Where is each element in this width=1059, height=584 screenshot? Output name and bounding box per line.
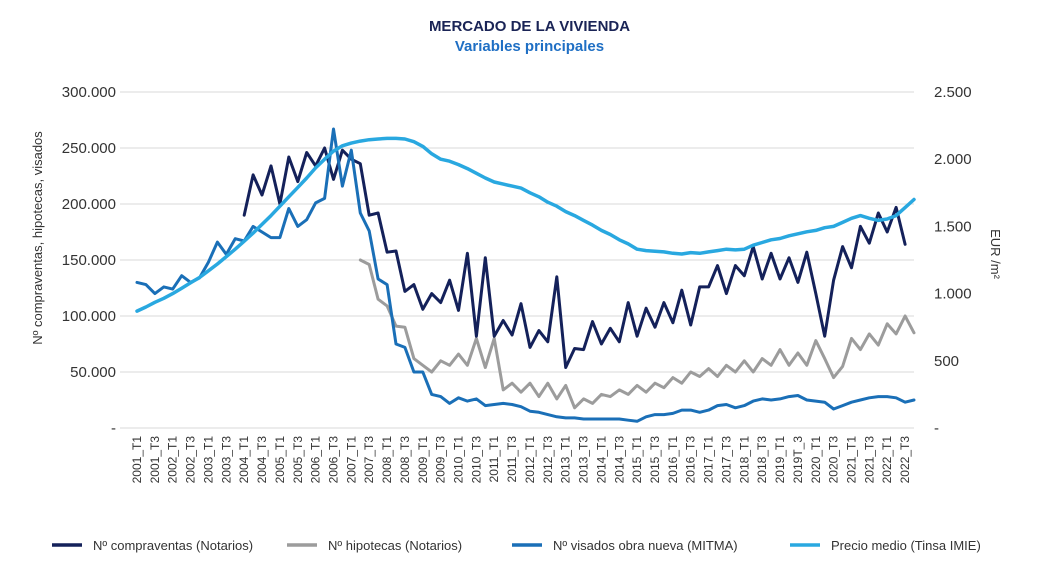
x-tick-label: 2001_T1 — [130, 436, 144, 484]
right-axis: - 500 1.000 1.500 2.000 2.500 — [934, 84, 972, 437]
legend-label: Precio medio (Tinsa IMIE) — [831, 538, 981, 553]
x-tick-label: 2006_T1 — [309, 436, 323, 484]
x-tick-label: 2009_T3 — [434, 436, 448, 484]
y2-axis-label: EUR /m² — [988, 229, 1003, 280]
x-tick-label: 2007_T3 — [362, 436, 376, 484]
x-tick-label: 2022_T3 — [898, 436, 912, 484]
x-tick-label: 2011_T3 — [505, 436, 519, 483]
chart-title: MERCADO DE LA VIVIENDA — [428, 18, 631, 35]
x-tick-label: 2006_T3 — [326, 436, 340, 484]
y2-tick-label: 2.000 — [934, 151, 972, 168]
x-tick-label: 2014_T3 — [612, 436, 626, 484]
x-tick-label: 2008_T1 — [380, 436, 394, 484]
x-tick-label: 2019T_3 — [791, 436, 805, 484]
x-tick-label: 2001_T3 — [148, 436, 162, 484]
y-tick-label: 150.000 — [62, 252, 116, 269]
x-tick-label: 2003_T1 — [201, 436, 215, 484]
x-tick-label: 2020_T1 — [809, 436, 823, 484]
x-tick-label: 2004_T1 — [237, 436, 251, 484]
y2-tick-label: - — [934, 420, 939, 437]
y2-tick-label: 2.500 — [934, 84, 972, 101]
x-tick-label: 2018_T3 — [755, 436, 769, 484]
y-tick-label: 250.000 — [62, 140, 116, 157]
left-axis: - 50.000 100.000 150.000 200.000 250.000 300.0… — [62, 84, 116, 437]
y2-tick-label: 500 — [934, 353, 959, 370]
y2-tick-label: 1.500 — [934, 218, 972, 235]
chart-subtitle: Variables principales — [454, 38, 605, 55]
y-tick-label: 300.000 — [62, 84, 116, 101]
y-tick-label: - — [111, 420, 116, 437]
x-tick-label: 2013_T3 — [577, 436, 591, 484]
y-axis-label: Nº compraventas, hipotecas, visados — [30, 131, 45, 345]
x-tick-label: 2004_T3 — [255, 436, 269, 484]
x-tick-label: 2016_T1 — [666, 436, 680, 484]
x-axis: 2001_T1 2001_T3 2002_T1 2002_T3 2003_T1 2003_… — [130, 436, 912, 484]
x-tick-label: 2021_T1 — [844, 436, 858, 484]
legend-label: Nº compraventas (Notarios) — [93, 538, 253, 553]
x-tick-label: 2017_T3 — [719, 436, 733, 484]
legend: Nº compraventas (Notarios) Nº hipotecas (… — [52, 538, 981, 553]
x-tick-label: 2005_T3 — [291, 436, 305, 484]
legend-label: Nº visados obra nueva (MITMA) — [553, 538, 738, 553]
x-tick-label: 2003_T3 — [219, 436, 233, 484]
y2-tick-label: 1.000 — [934, 286, 972, 303]
series-line-4 — [135, 136, 916, 313]
x-tick-label: 2018_T1 — [737, 436, 751, 484]
grid-lines — [120, 91, 914, 429]
x-tick-label: 2002_T1 — [166, 436, 180, 484]
x-tick-label: 2008_T3 — [398, 436, 412, 484]
series-line-2 — [358, 258, 916, 410]
series-line-3 — [135, 127, 916, 423]
y-tick-label: 100.000 — [62, 308, 116, 325]
x-tick-label: 2022_T1 — [880, 436, 894, 484]
x-tick-label: 2009_T1 — [416, 436, 430, 484]
x-tick-label: 2017_T1 — [702, 436, 716, 484]
x-tick-label: 2015_T1 — [630, 436, 644, 484]
x-tick-label: 2012_T1 — [523, 436, 537, 484]
x-tick-label: 2019_T1 — [773, 436, 787, 484]
x-tick-label: 2011_T1 — [487, 436, 501, 483]
x-tick-label: 2013_T1 — [559, 436, 573, 484]
x-tick-label: 2002_T3 — [184, 436, 198, 484]
y-tick-label: 200.000 — [62, 196, 116, 213]
x-tick-label: 2012_T3 — [541, 436, 555, 484]
x-tick-label: 2010_T3 — [469, 436, 483, 484]
y-tick-label: 50.000 — [70, 364, 116, 381]
series-lines — [135, 127, 916, 423]
x-tick-label: 2015_T3 — [648, 436, 662, 484]
x-tick-label: 2007_T1 — [344, 436, 358, 484]
x-tick-label: 2020_T3 — [827, 436, 841, 484]
x-tick-label: 2010_T1 — [452, 436, 466, 484]
legend-label: Nº hipotecas (Notarios) — [328, 538, 462, 553]
x-tick-label: 2014_T1 — [594, 436, 608, 484]
x-tick-label: 2005_T1 — [273, 436, 287, 484]
x-tick-label: 2021_T3 — [862, 436, 876, 484]
x-tick-label: 2016_T3 — [684, 436, 698, 484]
